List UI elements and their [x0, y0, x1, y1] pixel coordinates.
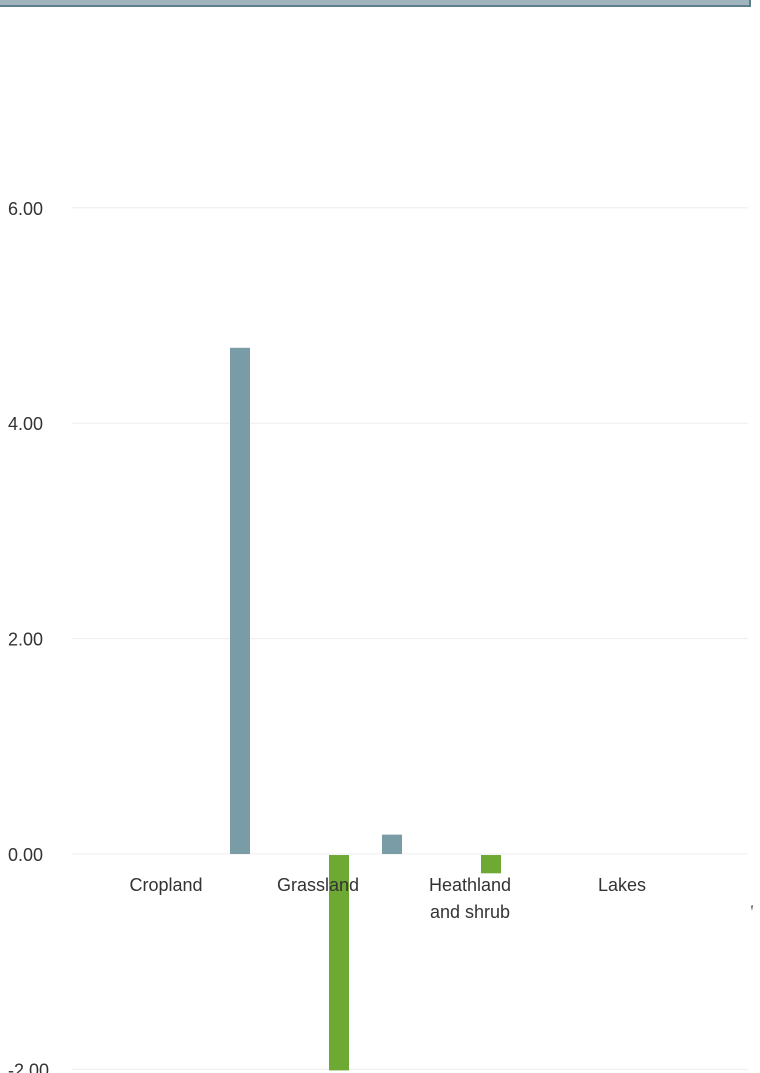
y-tick-label: 4.00	[8, 414, 43, 434]
bar	[329, 855, 349, 1071]
y-axis-ticks: -2.00 0.00 2.00 4.00 6.00	[8, 199, 49, 1073]
x-category-label: Cropland	[129, 875, 202, 895]
x-category-label: Heathland and shrub	[429, 875, 511, 922]
offscreen-label-fragment	[751, 905, 753, 911]
y-tick-label: 6.00	[8, 199, 43, 219]
bar	[230, 347, 250, 854]
header-bar	[0, 0, 751, 7]
x-axis-categories: Cropland Grassland Heathland and shrub Lakes	[129, 875, 646, 922]
x-category-label: Grassland	[277, 875, 359, 895]
x-category-label: Lakes	[598, 875, 646, 895]
y-tick-label: 2.00	[8, 630, 43, 650]
gridlines	[72, 207, 748, 1070]
bars	[230, 347, 501, 1071]
y-tick-label: -2.00	[8, 1060, 49, 1073]
bar	[481, 855, 501, 874]
bar	[382, 834, 402, 854]
y-tick-label: 0.00	[8, 845, 43, 865]
